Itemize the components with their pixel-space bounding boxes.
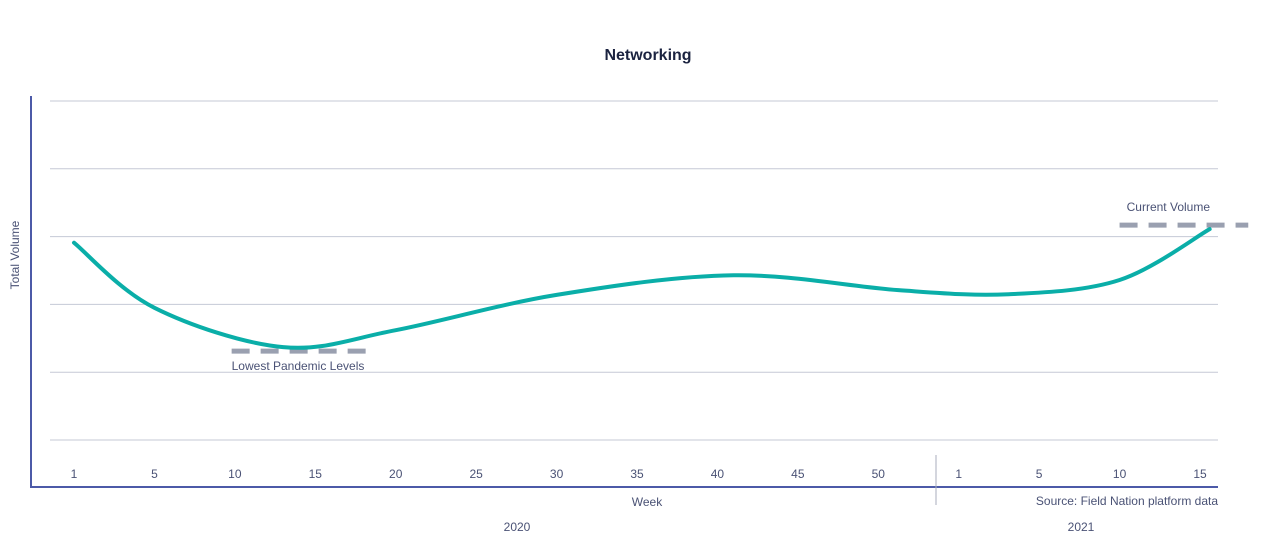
y-axis-label: Total Volume: [8, 220, 22, 289]
x-tick-label: 50: [872, 467, 886, 481]
year-label-2021: 2021: [1068, 520, 1095, 534]
x-axis-label: Week: [632, 495, 663, 509]
x-tick-label: 10: [228, 467, 242, 481]
annotation-label: Current Volume: [1127, 200, 1211, 214]
x-tick-label: 45: [791, 467, 805, 481]
x-tick-label: 15: [309, 467, 323, 481]
x-tick-label: 1: [955, 467, 962, 481]
x-tick-label: 1: [71, 467, 78, 481]
annotation-label: Lowest Pandemic Levels: [232, 359, 365, 373]
x-tick-label: 5: [1036, 467, 1043, 481]
source-note: Source: Field Nation platform data: [1036, 494, 1218, 508]
x-tick-labels: 1 5 10 15 20 25 30 35 40 45 50 1 5 10 15: [71, 467, 1207, 481]
x-tick-label: 20: [389, 467, 403, 481]
x-tick-label: 40: [711, 467, 725, 481]
gridlines: [50, 100, 1218, 441]
series-line: [72, 227, 1212, 350]
series: [72, 227, 1212, 350]
x-tick-label: 5: [151, 467, 158, 481]
x-tick-label: 35: [630, 467, 644, 481]
annotations: Lowest Pandemic Levels Current Volume: [231, 200, 1249, 373]
x-tick-label: 15: [1193, 467, 1207, 481]
x-tick-label: 30: [550, 467, 564, 481]
chart-title: Networking: [604, 47, 691, 64]
x-tick-label: 10: [1113, 467, 1127, 481]
x-tick-label: 25: [469, 467, 483, 481]
year-label-2020: 2020: [504, 520, 531, 534]
